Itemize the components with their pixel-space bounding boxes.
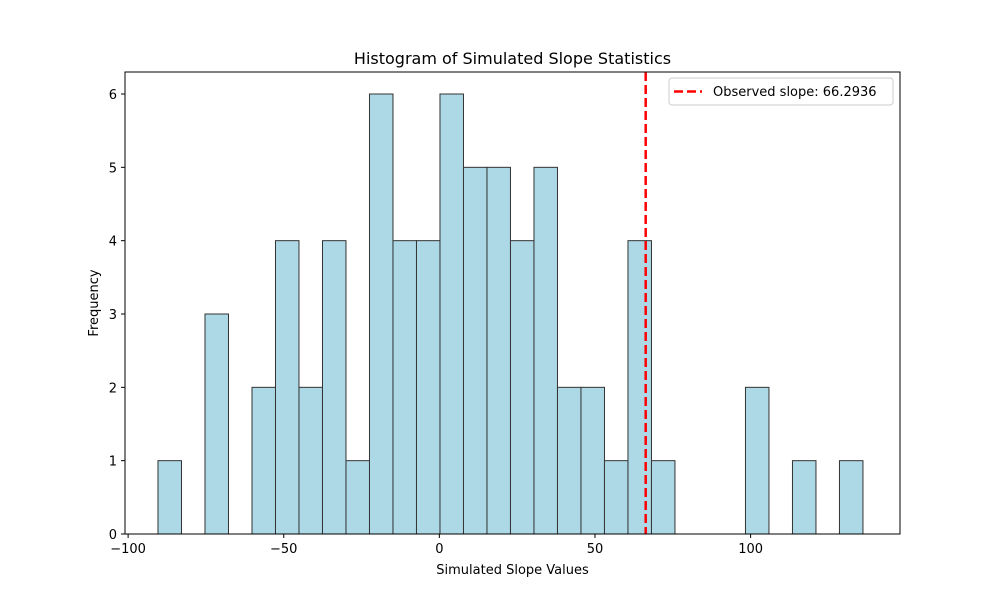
histogram-bar [486, 166, 511, 535]
y-axis-label: Frequency [87, 269, 102, 336]
legend-box [668, 77, 894, 106]
histogram-bar [744, 386, 770, 535]
histogram-bar [603, 460, 629, 535]
y-tick-label: 0 [109, 528, 117, 543]
y-tick-label: 3 [109, 308, 117, 323]
histogram-bar [791, 460, 817, 535]
x-tick-label: 100 [738, 542, 763, 557]
histogram-bar [838, 460, 864, 535]
bars-layer [157, 93, 864, 535]
histogram-bar [580, 386, 605, 535]
histogram-bar [392, 240, 417, 535]
histogram-bar [533, 166, 558, 535]
histogram-bar [556, 386, 582, 535]
legend: Observed slope: 66.2936 [668, 77, 894, 106]
histogram-bar [251, 386, 276, 535]
histogram-bar [627, 240, 652, 535]
histogram-bar [462, 166, 488, 535]
histogram-bar [274, 240, 300, 535]
histogram-bar [650, 460, 676, 535]
x-axis-label: Simulated Slope Values [436, 563, 589, 578]
x-tick-label: −50 [270, 542, 297, 557]
legend-label-observed-slope: Observed slope: 66.2936 [713, 85, 877, 100]
x-tick-label: 50 [587, 542, 604, 557]
y-axis-ticks: 0 1 2 3 4 5 6 [109, 88, 125, 543]
histogram-bar [368, 93, 394, 535]
histogram-bar [204, 313, 229, 535]
histogram-bar [509, 240, 535, 535]
histogram-bar [415, 240, 441, 535]
x-tick-label: 0 [435, 542, 443, 557]
y-tick-label: 6 [109, 88, 117, 103]
x-axis-ticks: −100 −50 0 50 100 [110, 534, 763, 557]
histogram-bar [439, 93, 464, 535]
histogram-bar [345, 460, 370, 535]
y-tick-label: 5 [109, 161, 117, 176]
x-tick-label: −100 [110, 542, 146, 557]
y-tick-label: 4 [109, 235, 117, 250]
chart-title: Histogram of Simulated Slope Statistics [354, 49, 671, 68]
histogram-bar [321, 240, 347, 535]
y-tick-label: 2 [109, 381, 117, 396]
plot-frame [124, 71, 901, 535]
histogram-bar [157, 460, 182, 535]
y-tick-label: 1 [109, 455, 117, 470]
histogram-bar [298, 386, 323, 535]
